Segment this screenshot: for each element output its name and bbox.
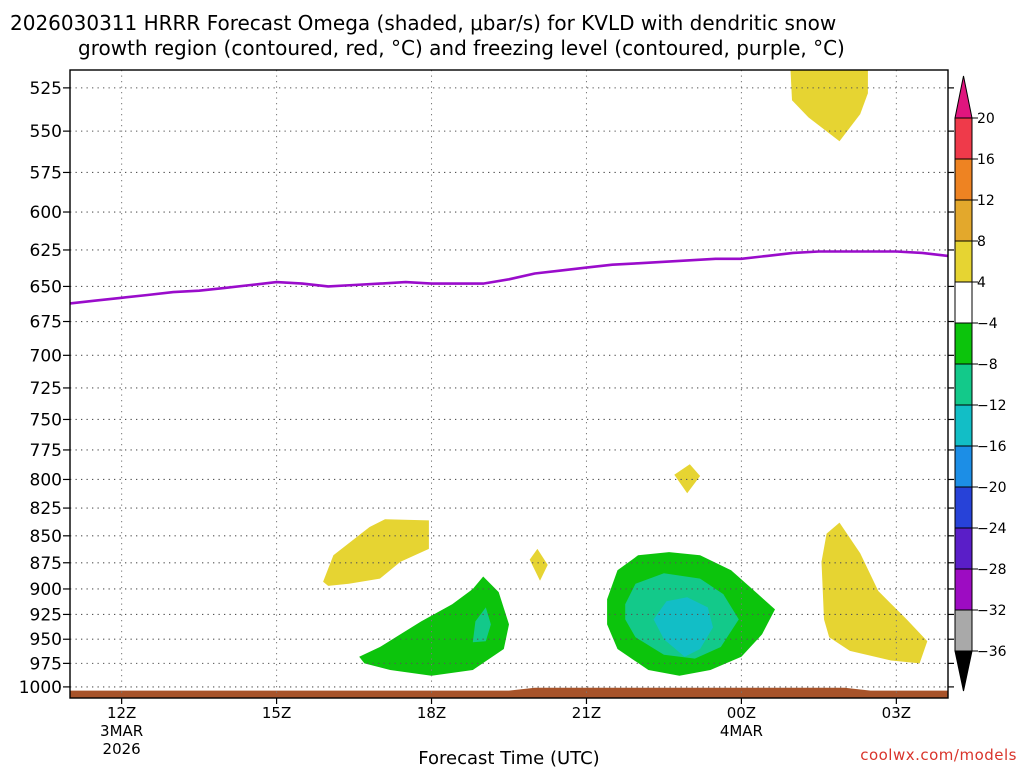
y-tick-label-950: 950 [30,630,62,650]
source-credit: coolwx.com/models [860,746,1017,764]
y-tick-label-650: 650 [30,277,62,297]
colorbar-bottom-arrow [954,650,973,692]
y-tick-label-800: 800 [30,470,62,490]
colorbar-label-12: −32 [977,603,1007,619]
plot-frame [69,69,949,699]
colorbar-label-9: −20 [977,480,1007,496]
y-tick-label-725: 725 [30,379,62,399]
terrain-fill [70,687,948,698]
colorbar-box-12 [954,609,973,652]
colorbar-label-1: 16 [977,152,995,168]
colorbar-label-5: −4 [977,316,998,332]
colorbar-box-4 [954,281,973,324]
colorbar-box-9 [954,486,973,529]
y-tick-label-850: 850 [30,527,62,547]
chart-title-line-2: growth region (contoured, red, °C) and f… [78,36,845,60]
freezing-level-line [69,250,949,305]
y-tick-label-900: 900 [30,580,62,600]
y-tick-label-750: 750 [30,410,62,430]
omega-region-5 [359,576,509,676]
colorbar-box-6 [954,363,973,406]
colorbar-box-10 [954,527,973,570]
colorbar-box-11 [954,568,973,611]
omega-region-1 [323,519,429,586]
colorbar-box-3 [954,240,973,283]
y-tick-label-675: 675 [30,313,62,333]
omega-region-0 [790,70,868,142]
colorbar-label-10: −24 [977,521,1007,537]
y-tick-label-875: 875 [30,554,62,574]
y-tick-label-975: 975 [30,654,62,674]
omega-region-4 [821,522,928,664]
colorbar-box-2 [954,199,973,242]
colorbar-box-7 [954,404,973,447]
colorbar-label-0: 20 [977,111,995,127]
omega-region-9 [653,597,713,657]
freezing-level-contour [69,250,949,305]
y-tick-label-575: 575 [30,163,62,183]
colorbar-label-13: −36 [977,644,1007,660]
colorbar-label-4: 4 [977,275,986,291]
colorbar-label-6: −8 [977,357,998,373]
y-tick-label-775: 775 [30,441,62,461]
y-tick-label-550: 550 [30,122,62,142]
colorbar-box-1 [954,158,973,201]
pressure-axis: 525 550 575 600 625 650 675 700 725 750 775 800 825 8… [19,79,954,698]
x-tick-label-03Z: 03Z [882,704,911,722]
x-tick-sublabel-3MAR: 3MAR [100,722,143,740]
colorbar-box-8 [954,445,973,488]
omega-region-3 [674,464,701,494]
colorbar-box-5 [954,322,973,365]
x-tick-label-12Z: 12Z [107,704,136,722]
chart-title-line-1: 2026030311 HRRR Forecast Omega (shaded, … [10,11,836,35]
colorbar-box-0 [954,117,973,160]
x-tick-label-18Z: 18Z [417,704,446,722]
y-tick-label-625: 625 [30,241,62,261]
y-tick-label-825: 825 [30,499,62,519]
colorbar-label-7: −12 [977,398,1007,414]
colorbar-top-arrow [954,75,973,119]
colorbar-label-8: −16 [977,439,1007,455]
omega-region-2 [529,548,548,581]
y-tick-label-1000: 1000 [19,678,62,698]
x-tick-label-15Z: 15Z [262,704,291,722]
omega-colorbar: 20 16 12 8 4 −4 −8 −12 −16 −20 −24 −28 −32 −36 [954,75,1007,692]
x-axis-title: Forecast Time (UTC) [418,748,599,768]
y-tick-label-700: 700 [30,346,62,366]
y-tick-label-600: 600 [30,203,62,223]
omega-shading [70,70,948,698]
x-tick-sublabel-2026: 2026 [103,740,141,758]
y-tick-label-925: 925 [30,605,62,625]
colorbar-label-11: −28 [977,562,1007,578]
colorbar-label-2: 12 [977,193,995,209]
colorbar-label-3: 8 [977,234,986,250]
y-tick-label-525: 525 [30,79,62,99]
x-tick-label-00Z: 00Z [727,704,756,722]
x-tick-label-21Z: 21Z [572,704,601,722]
x-tick-sublabel-4MAR: 4MAR [720,722,763,740]
omega-region-6 [472,607,491,643]
plot-gridlines [70,70,948,698]
